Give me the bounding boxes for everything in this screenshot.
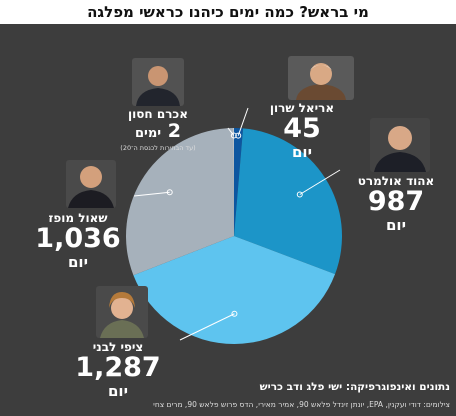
leader-dot-shaul-mofaz — [166, 189, 173, 196]
slice-name-akram-hasson: אכרם חסון — [128, 107, 188, 121]
label-shaul-mofaz: שאול מופז 1,036 יום — [22, 211, 134, 271]
leader-line-akram-hasson — [227, 127, 235, 136]
portrait-shaul-mofaz — [66, 160, 116, 208]
leader-line-tzipi-livni — [179, 313, 235, 341]
leader-dot-ehud-olmert — [296, 191, 303, 198]
leader-line-shaul-mofaz — [133, 191, 170, 197]
slice-unit-ehud-olmert: יום — [385, 216, 406, 234]
pie-slice-tzipi-livni — [133, 236, 336, 344]
slice-name-ehud-olmert: אהוד אולמרט — [357, 174, 435, 188]
credits-photos: צילומים: דודי ועקנין, EPA, יונתן זינדל פ… — [153, 400, 450, 409]
leader-lines — [133, 107, 341, 341]
leader-dot-tzipi-livni — [231, 310, 238, 317]
portrait-ehud-olmert — [370, 118, 430, 172]
slice-note-akram-hasson: (עד הבחירות לכנסת ה־20) — [120, 144, 196, 152]
portrait-tzipi-livni — [96, 286, 148, 338]
leader-dot-ariel-sharon — [235, 132, 242, 139]
slice-value-ariel-sharon: 45 — [283, 113, 321, 144]
slice-unit-akram-hasson: ימים — [135, 126, 162, 141]
chart-title: מי בראש? כמה ימים כיהנו כראשי מפלגה — [0, 0, 456, 24]
pie-slices — [125, 128, 342, 344]
label-tzipi-livni: ציפי לבני 1,287 יום — [62, 340, 174, 400]
label-akram-hasson: אכרם חסון 2 ימים (עד הבחירות לכנסת ה־20) — [100, 107, 216, 152]
slice-name-shaul-mofaz: שאול מופז — [48, 211, 108, 225]
pie-slice-shaul-mofaz — [125, 128, 234, 276]
slice-unit-shaul-mofaz: יום — [67, 253, 88, 271]
pie-slice-ehud-olmert — [234, 128, 342, 275]
slice-name-ariel-sharon: אריאל שרון — [269, 101, 335, 115]
credits-main: נתונים ואינפוגרפיקה: ישי פלג ודב כריש — [259, 381, 450, 393]
portrait-ariel-sharon — [288, 56, 354, 100]
label-ariel-sharon: אריאל שרון 45 יום — [254, 101, 350, 161]
portrait-akram-hasson — [132, 58, 184, 106]
slice-unit-ariel-sharon: יום — [291, 143, 312, 161]
leader-line-ariel-sharon — [237, 107, 249, 136]
slice-name-tzipi-livni: ציפי לבני — [92, 340, 144, 354]
pie-slice-ariel-sharon — [234, 128, 244, 236]
label-ehud-olmert: אהוד אולמרט 987 יום — [340, 174, 452, 234]
leader-dot-akram-hasson — [230, 132, 237, 139]
slice-value-ehud-olmert: 987 — [367, 186, 425, 217]
slice-value-akram-hasson: 2 — [167, 120, 181, 142]
slice-value-tzipi-livni: 1,287 — [75, 352, 161, 383]
slice-value-shaul-mofaz: 1,036 — [35, 223, 121, 254]
leader-line-ehud-olmert — [299, 169, 341, 195]
slice-unit-tzipi-livni: יום — [107, 382, 128, 400]
